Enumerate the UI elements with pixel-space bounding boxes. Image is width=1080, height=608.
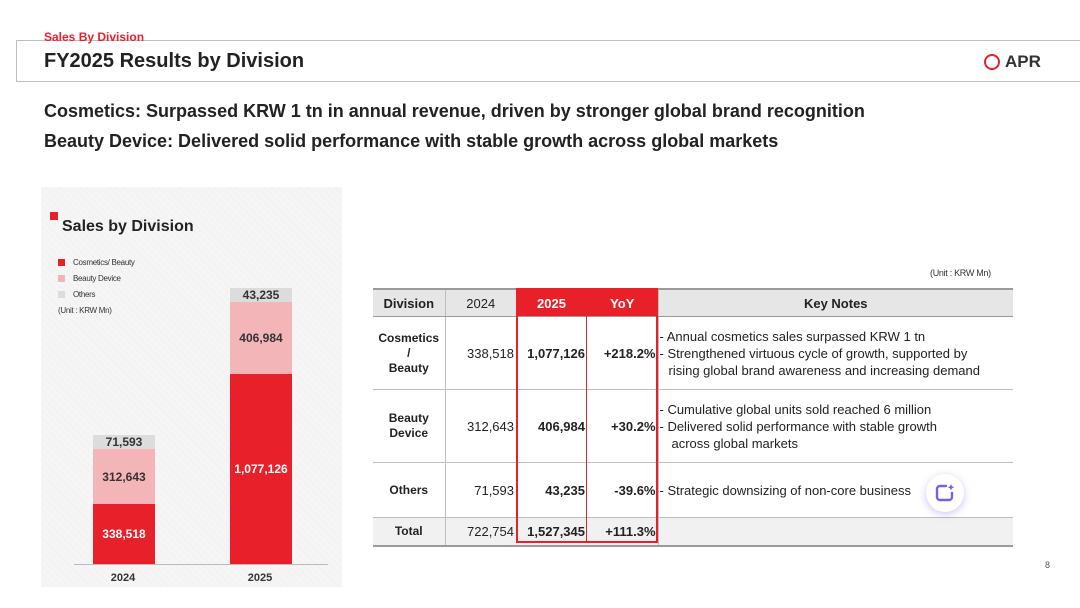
brand-logo: APR — [984, 52, 1041, 72]
total-2025: 1,527,345 — [516, 517, 587, 547]
total-notes-empty — [657, 517, 1013, 547]
table-header-row: Division 2024 2025 YoY Key Notes — [373, 288, 1013, 317]
note-line: across global markets — [671, 435, 798, 451]
bar-value-label: 71,593 — [105, 435, 143, 450]
col-header-yoy: YoY — [587, 288, 658, 317]
chart-title: Sales by Division — [62, 218, 194, 235]
row-division-beauty-device: Beauty Device — [373, 389, 445, 463]
legend-label: Others — [73, 289, 96, 299]
col-header-2024: 2024 — [444, 288, 516, 317]
chart-unit-label: (Unit : KRW Mn) — [58, 306, 112, 315]
division-name-line: Beauty — [388, 360, 429, 375]
legend-swatch — [58, 258, 65, 266]
page-number: 8 — [1045, 560, 1051, 570]
total-label: Total — [373, 517, 445, 547]
row-division-others: Others — [373, 462, 445, 518]
cell-2024: 312,643 — [444, 389, 516, 463]
table-row: Cosmetics / Beauty 338,518 1,077,126 +21… — [373, 316, 1013, 390]
division-table: Division 2024 2025 YoY Key Notes Cosmeti… — [373, 288, 1013, 547]
table-row: Beauty Device 312,643 406,984 +30.2% - C… — [373, 389, 1013, 463]
bar-segment-2025-beauty-device: 406,984 — [230, 302, 292, 374]
cell-2025: 1,077,126 — [516, 316, 587, 390]
ai-assistant-button[interactable] — [926, 474, 964, 512]
chart-legend: Cosmetics/ Beauty Beauty Device Others — [58, 254, 135, 302]
legend-item-others: Others — [58, 286, 135, 302]
cell-yoy: -39.6% — [587, 462, 658, 518]
chart-panel — [41, 187, 342, 587]
cell-yoy: +218.2% — [587, 316, 658, 390]
page-title: FY2025 Results by Division — [44, 50, 305, 72]
note-line: - Cumulative global units sold reached 6… — [659, 401, 932, 417]
note-line: rising global brand awareness and increa… — [668, 362, 980, 378]
ai-assistant-icon — [935, 484, 955, 502]
col-header-division: Division — [373, 288, 445, 317]
note-line: - Annual cosmetics sales surpassed KRW 1… — [659, 328, 926, 344]
cell-2025: 43,235 — [516, 462, 587, 518]
cell-yoy: +30.2% — [587, 389, 658, 463]
x-axis-line — [74, 564, 328, 565]
bar-segment-2025-cosmetics: 1,077,126 — [230, 374, 292, 564]
bar-segment-2024-beauty-device: 312,643 — [93, 449, 155, 505]
legend-label: Beauty Device — [73, 273, 121, 283]
bar-value-label: 43,235 — [242, 288, 280, 303]
legend-swatch — [58, 290, 65, 298]
note-line: - Strengthened virtuous cycle of growth,… — [659, 345, 968, 361]
bar-segment-2024-cosmetics: 338,518 — [93, 504, 155, 564]
logo-ring-icon — [984, 54, 1000, 70]
cell-2025: 406,984 — [516, 389, 587, 463]
table-row: Others 71,593 43,235 -39.6% - Strategic … — [373, 462, 1013, 518]
table-total-row: Total 722,754 1,527,345 +111.3% — [373, 517, 1013, 547]
bar-value-label: 406,984 — [239, 331, 283, 346]
division-name-line: / — [407, 345, 411, 360]
headline-cosmetics: Cosmetics: Surpassed KRW 1 tn in annual … — [44, 101, 865, 121]
cell-2024: 338,518 — [444, 316, 516, 390]
bar-value-label: 1,077,126 — [234, 462, 288, 476]
bar-value-label: 312,643 — [102, 469, 146, 484]
division-name-line: Cosmetics — [378, 330, 440, 345]
bar-segment-2025-others: 43,235 — [230, 288, 292, 303]
legend-swatch — [58, 274, 65, 282]
bar-segment-2024-others: 71,593 — [93, 435, 155, 450]
x-tick-label-2025: 2025 — [247, 572, 273, 584]
headline-beauty-device: Beauty Device: Delivered solid performan… — [44, 131, 779, 151]
brand-name: APR — [1005, 52, 1041, 71]
section-tag: Sales By Division — [44, 30, 145, 44]
col-header-key-notes: Key Notes — [657, 288, 1013, 317]
total-2024: 722,754 — [444, 517, 516, 547]
legend-label: Cosmetics/ Beauty — [73, 257, 135, 267]
bar-value-label: 338,518 — [102, 527, 146, 542]
note-line: - Delivered solid performance with stabl… — [659, 418, 937, 434]
cell-2024: 71,593 — [444, 462, 516, 518]
legend-item-beauty-device: Beauty Device — [58, 270, 135, 286]
col-header-2025: 2025 — [516, 288, 587, 317]
x-tick-label-2024: 2024 — [110, 572, 136, 584]
cell-key-notes: - Cumulative global units sold reached 6… — [657, 389, 1013, 463]
title-frame — [16, 40, 1080, 82]
division-name-line: Beauty — [388, 411, 429, 425]
division-name-line: Device — [389, 426, 429, 440]
note-line: - Strategic downsizing of non-core busin… — [659, 482, 911, 498]
panel-bullet-icon — [50, 212, 58, 220]
total-yoy: +111.3% — [587, 517, 658, 547]
table-unit-label: (Unit : KRW Mn) — [930, 268, 991, 278]
row-division-cosmetics: Cosmetics / Beauty — [373, 316, 445, 390]
division-name-line: Others — [389, 482, 429, 497]
cell-key-notes: - Annual cosmetics sales surpassed KRW 1… — [657, 316, 1013, 390]
legend-item-cosmetics: Cosmetics/ Beauty — [58, 254, 135, 270]
